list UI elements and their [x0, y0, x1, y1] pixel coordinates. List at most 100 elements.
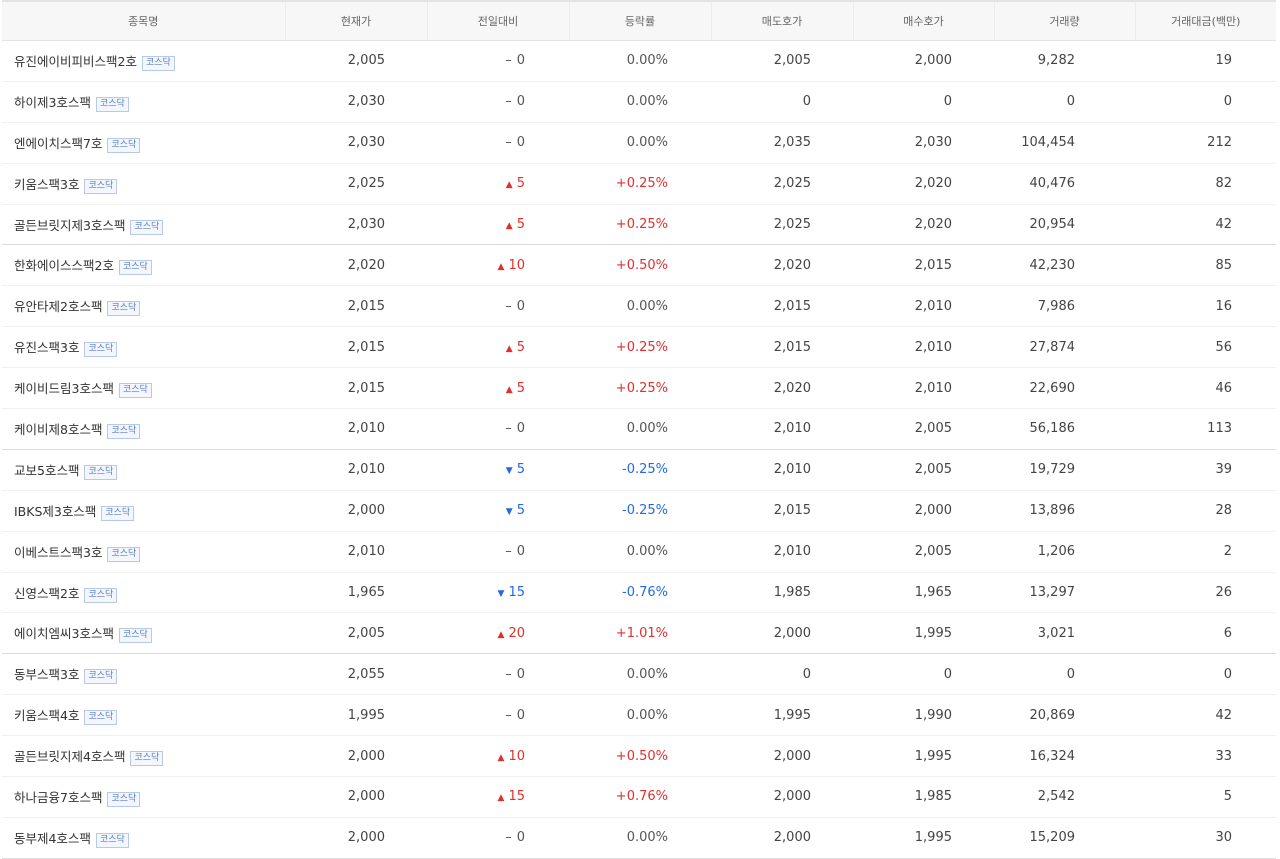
trade-amount: 85 [1135, 244, 1276, 287]
table-row[interactable]: 케이비제8호스팩 코스닥 2,010–0 0.00% 2,010 2,005 56,186 1… [2, 408, 1276, 450]
change-rate: +0.25% [569, 367, 711, 410]
header-volume[interactable]: 거래량 [993, 0, 1135, 41]
stock-name-link[interactable]: 에이치엠씨3호스팩 [14, 626, 114, 642]
table-row[interactable]: 골든브릿지제4호스팩 코스닥 2,000 ▲ 10 +0.50% 2,000 1,995 16,… [2, 735, 1276, 778]
up-triangle-icon: ▲ [497, 261, 505, 272]
stock-name-link[interactable]: IBKS제3호스팩 [14, 503, 97, 519]
market-badge: 코스닥 [118, 383, 152, 399]
stock-name-link[interactable]: 유진스팩3호 [14, 340, 80, 356]
stock-name-link[interactable]: 동부스팩3호 [14, 667, 80, 683]
stock-name-cell[interactable]: 이베스트스팩3호 코스닥 [2, 531, 285, 573]
stock-name-cell[interactable]: 엔에이치스팩7호 코스닥 [2, 122, 285, 164]
table-row[interactable]: 교보5호스팩 코스닥 2,010 ▼ 5 -0.25% 2,010 2,005 19,729 39 [2, 449, 1276, 491]
market-badge: 코스닥 [107, 423, 141, 439]
ask-price: 2,010 [711, 531, 853, 573]
table-row[interactable]: 키움스팩3호 코스닥 2,025 ▲ 5 +0.25% 2,025 2,020 40,476 82 [2, 163, 1276, 205]
table-row[interactable]: 하나금융7호스팩 코스닥 2,000 ▲ 15 +0.76% 2,000 1,985 2,542… [2, 776, 1276, 818]
trade-amount: 28 [1135, 490, 1276, 532]
volume: 20,954 [994, 204, 1135, 246]
stock-name-link[interactable]: 키움스팩4호 [14, 708, 80, 724]
stock-name-cell[interactable]: 골든브릿지제4호스팩 코스닥 [2, 735, 285, 778]
table-row[interactable]: 키움스팩4호 코스닥 1,995–0 0.00% 1,995 1,990 20,869 42 [2, 694, 1276, 737]
header-name[interactable]: 종목명 [2, 0, 285, 41]
table-row[interactable]: 유진에이비피비스팩2호 코스닥 2,005–0 0.00% 2,005 2,000 9,28… [2, 40, 1276, 82]
stock-name-cell[interactable]: 키움스팩4호 코스닥 [2, 694, 285, 737]
change-value: 5 [516, 176, 525, 192]
stock-name-cell[interactable]: 유진에이비피비스팩2호 코스닥 [2, 40, 285, 82]
stock-name-cell[interactable]: 유안타제2호스팩 코스닥 [2, 285, 285, 328]
header-change[interactable]: 전일대비 [426, 0, 569, 41]
stock-name-link[interactable]: 케이비드림3호스팩 [14, 381, 114, 397]
stock-name-link[interactable]: 유진에이비피비스팩2호 [14, 53, 137, 69]
change-value: 5 [516, 462, 525, 478]
trade-amount: 16 [1135, 285, 1276, 328]
change-rate: +0.50% [569, 244, 711, 287]
header-bid[interactable]: 매수호가 [852, 0, 994, 41]
table-header-row: 종목명 현재가 전일대비 등락률 매도호가 매수호가 거래량 거래대금(백만) [2, 0, 1276, 41]
change-value: 5 [516, 217, 525, 232]
header-price[interactable]: 현재가 [284, 0, 427, 41]
header-ask[interactable]: 매도호가 [710, 0, 853, 41]
table-row[interactable]: 한화에이스스팩2호 코스닥 2,020 ▲ 10 +0.50% 2,020 2,015 42,2… [2, 244, 1276, 287]
table-row[interactable]: 케이비드림3호스팩 코스닥 2,015 ▲ 5 +0.25% 2,020 2,010 22,69… [2, 367, 1276, 410]
table-row[interactable]: 유진스팩3호 코스닥 2,015 ▲ 5 +0.25% 2,015 2,010 27,874 56 [2, 326, 1276, 369]
stock-name-link[interactable]: 한화에이스스팩2호 [14, 258, 114, 274]
change-rate: +0.76% [569, 776, 711, 818]
stock-name-cell[interactable]: 케이비제8호스팩 코스닥 [2, 408, 285, 450]
stock-name-link[interactable]: 동부제4호스팩 [14, 830, 91, 846]
stock-name-cell[interactable]: 동부제4호스팩 코스닥 [2, 817, 285, 859]
header-amount[interactable]: 거래대금(백만) [1134, 0, 1276, 41]
stock-name-cell[interactable]: 동부스팩3호 코스닥 [2, 653, 285, 696]
table-row[interactable]: 에이치엠씨3호스팩 코스닥 2,005 ▲ 20 +1.01% 2,000 1,995 3,02… [2, 612, 1276, 655]
volume: 16,324 [994, 735, 1135, 778]
change-value: 10 [508, 748, 525, 764]
table-row[interactable]: IBKS제3호스팩 코스닥 2,000 ▼ 5 -0.25% 2,015 2,000 13,89… [2, 490, 1276, 532]
table-row[interactable]: 동부스팩3호 코스닥 2,055–0 0.00% 0 0 0 0 [2, 653, 1276, 696]
change-cell: –0 [427, 817, 569, 859]
header-rate[interactable]: 등락률 [568, 0, 711, 41]
change-rate: -0.25% [569, 490, 711, 532]
stock-name-link[interactable]: 케이비제8호스팩 [14, 421, 103, 437]
stock-name-link[interactable]: 교보5호스팩 [14, 462, 80, 478]
trade-amount: 2 [1135, 531, 1276, 573]
market-badge: 코스닥 [107, 301, 141, 317]
stock-name-link[interactable]: 신영스팩2호 [14, 585, 80, 601]
stock-name-link[interactable]: 유안타제2호스팩 [14, 299, 103, 315]
stock-name-link[interactable]: 하나금융7호스팩 [14, 789, 103, 805]
current-price: 2,010 [285, 531, 427, 573]
table-row[interactable]: 골든브릿지제3호스팩 코스닥 2,030 ▲ 5 +0.25% 2,025 2,020 20,9… [2, 204, 1276, 246]
stock-name-link[interactable]: 엔에이치스팩7호 [14, 135, 103, 151]
ask-price: 2,035 [711, 122, 853, 164]
stock-name-cell[interactable]: 교보5호스팩 코스닥 [2, 449, 285, 491]
stock-name-link[interactable]: 하이제3호스팩 [14, 94, 91, 110]
change-cell: –0 [427, 694, 569, 737]
stock-name-link[interactable]: 이베스트스팩3호 [14, 544, 103, 560]
ask-price: 2,025 [711, 163, 853, 205]
stock-name-cell[interactable]: 키움스팩3호 코스닥 [2, 163, 285, 205]
stock-name-cell[interactable]: 한화에이스스팩2호 코스닥 [2, 244, 285, 287]
table-row[interactable]: 유안타제2호스팩 코스닥 2,015–0 0.00% 2,015 2,010 7,986 16 [2, 285, 1276, 328]
current-price: 2,030 [285, 122, 427, 164]
stock-name-cell[interactable]: 에이치엠씨3호스팩 코스닥 [2, 612, 285, 655]
change-rate: 0.00% [569, 694, 711, 737]
table-row[interactable]: 동부제4호스팩 코스닥 2,000–0 0.00% 2,000 1,995 15,209 30 [2, 817, 1276, 859]
stock-name-link[interactable]: 골든브릿지제4호스팩 [14, 749, 126, 765]
table-row[interactable]: 신영스팩2호 코스닥 1,965 ▼ 15 -0.76% 1,985 1,965 13,297 2… [2, 572, 1276, 614]
change-rate: +0.25% [569, 326, 711, 369]
stock-name-cell[interactable]: IBKS제3호스팩 코스닥 [2, 490, 285, 532]
trade-amount: 30 [1135, 817, 1276, 859]
table-row[interactable]: 하이제3호스팩 코스닥 2,030–0 0.00% 0 0 0 0 [2, 81, 1276, 123]
stock-name-link[interactable]: 골든브릿지제3호스팩 [14, 217, 126, 233]
stock-name-cell[interactable]: 신영스팩2호 코스닥 [2, 572, 285, 614]
table-row[interactable]: 이베스트스팩3호 코스닥 2,010–0 0.00% 2,010 2,005 1,206 2 [2, 531, 1276, 573]
stock-name-cell[interactable]: 하이제3호스팩 코스닥 [2, 81, 285, 123]
table-row[interactable]: 엔에이치스팩7호 코스닥 2,030–0 0.00% 2,035 2,030 104,454… [2, 122, 1276, 164]
current-price: 2,000 [285, 776, 427, 818]
stock-name-cell[interactable]: 골든브릿지제3호스팩 코스닥 [2, 204, 285, 246]
stock-name-cell[interactable]: 유진스팩3호 코스닥 [2, 326, 285, 369]
stock-name-cell[interactable]: 하나금융7호스팩 코스닥 [2, 776, 285, 818]
stock-name-cell[interactable]: 케이비드림3호스팩 코스닥 [2, 367, 285, 410]
stock-name-link[interactable]: 키움스팩3호 [14, 176, 80, 192]
market-badge: 코스닥 [107, 791, 141, 807]
current-price: 2,030 [285, 81, 427, 123]
